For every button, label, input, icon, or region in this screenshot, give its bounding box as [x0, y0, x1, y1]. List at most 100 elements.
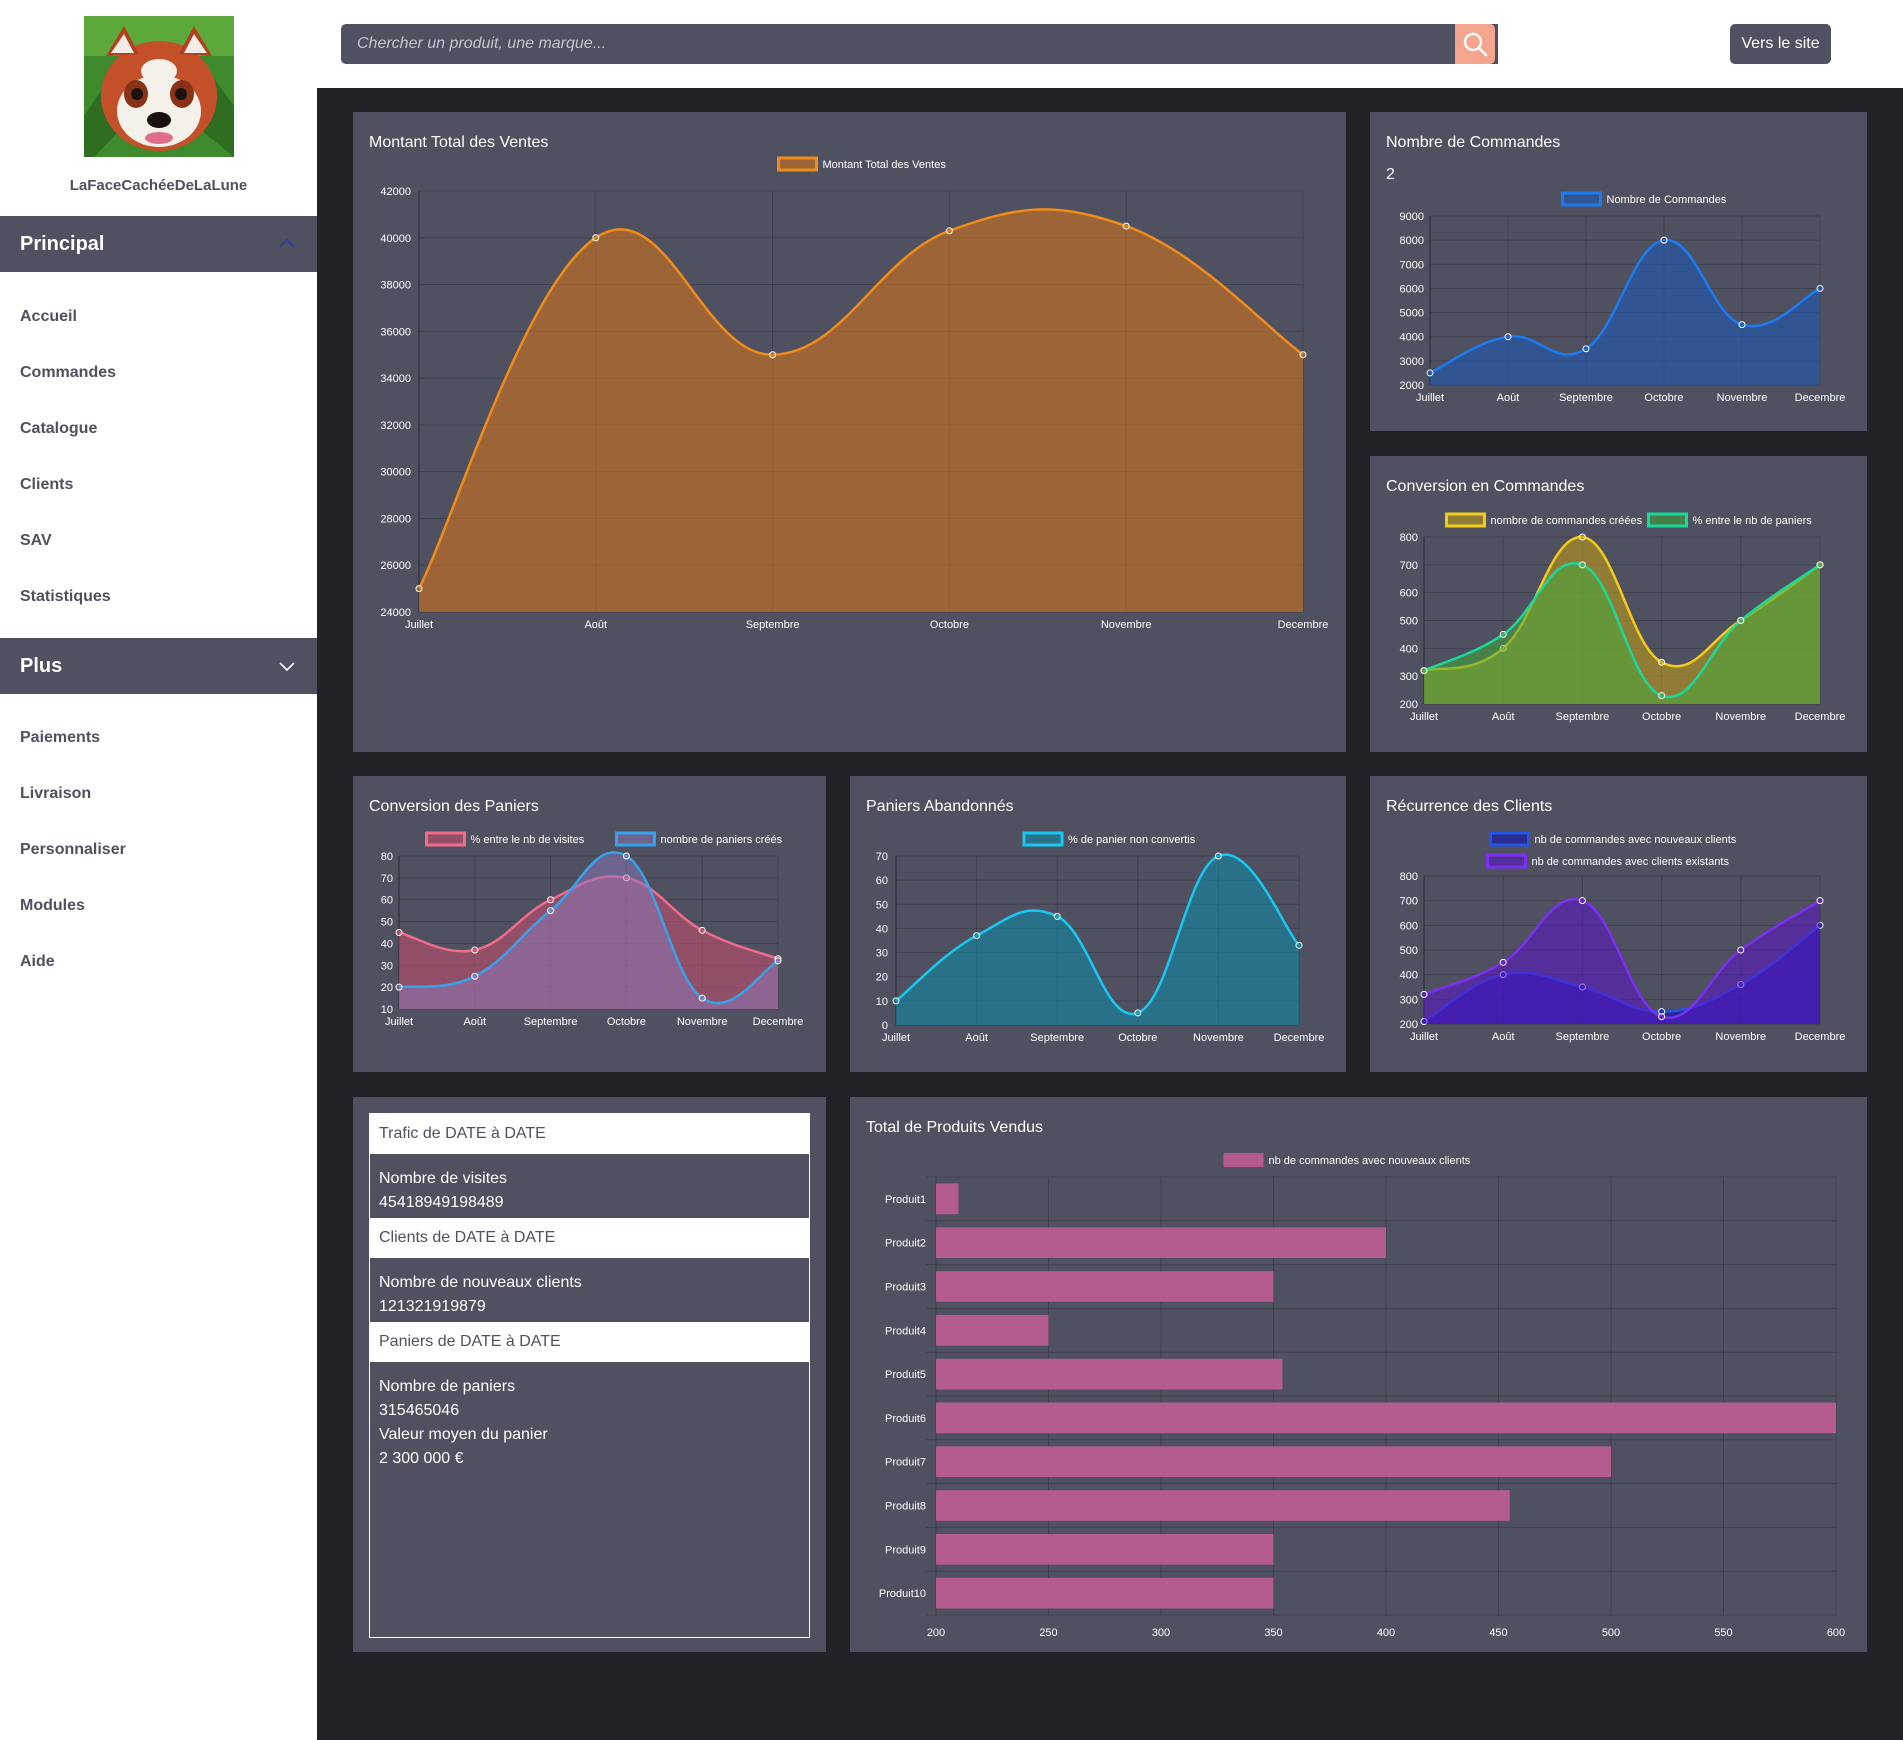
y-tick-label: 34000 — [380, 373, 411, 385]
x-tick-label: Decembre — [1795, 1031, 1846, 1043]
x-tick-label: Decembre — [1795, 711, 1846, 723]
y-tick-label: Produit2 — [885, 1238, 926, 1250]
sidebar-item-accueil[interactable]: Accueil — [20, 308, 77, 325]
data-point — [471, 972, 479, 980]
y-tick-label: 5000 — [1400, 308, 1424, 320]
bar — [936, 1577, 1274, 1609]
data-point — [1738, 321, 1746, 329]
y-tick-label: 700 — [1400, 560, 1418, 572]
y-tick-label: 28000 — [380, 513, 411, 525]
sidebar-item-clients[interactable]: Clients — [20, 476, 74, 493]
stats-clients-head: Clients de DATE à DATE — [370, 1218, 809, 1258]
data-point — [622, 852, 630, 860]
x-tick-label: Octobre — [1644, 392, 1683, 404]
y-tick-label: 50 — [381, 917, 393, 929]
legend-swatch — [777, 156, 818, 172]
x-tick-label: Octobre — [930, 619, 969, 631]
card-ventes-title: Montant Total des Ventes — [369, 134, 549, 151]
sidebar-item-sav[interactable]: SAV — [20, 532, 52, 549]
card-recurrence-title: Récurrence des Clients — [1386, 798, 1553, 815]
data-point — [1499, 958, 1507, 966]
card-produits: Total de Produits Vendus 200 250 300 350 400… — [850, 1097, 1867, 1652]
y-tick-label: 60 — [381, 895, 393, 907]
x-tick-label: Novembre — [1101, 619, 1152, 631]
x-tick-label: Octobre — [607, 1016, 646, 1028]
data-point — [395, 929, 403, 936]
x-tick-label: Novembre — [1715, 1031, 1766, 1043]
chart-commandes: 2000 3000 4000 5000 6000 7000 8000 9000 Juillet A… — [1400, 191, 1846, 404]
y-tick-label: 0 — [882, 1020, 888, 1032]
y-tick-label: 9000 — [1400, 211, 1424, 223]
x-tick-label: Juillet — [385, 1016, 413, 1028]
legend-label: % entre le nb de visites — [471, 834, 585, 846]
legend-label: nb de commandes avec clients existants — [1532, 856, 1730, 868]
x-tick-label: Octobre — [1642, 711, 1681, 723]
y-tick-label: 300 — [1400, 671, 1418, 683]
y-tick-label: Produit8 — [885, 1501, 926, 1513]
y-tick-label: 40 — [876, 923, 888, 935]
bar — [936, 1183, 959, 1215]
data-point — [1499, 630, 1507, 638]
sidebar-item-paiements[interactable]: Paiements — [20, 729, 101, 746]
search-button[interactable] — [1455, 24, 1495, 64]
bar — [936, 1314, 1049, 1346]
avatar[interactable] — [84, 16, 234, 157]
y-tick-label: 3000 — [1400, 356, 1424, 368]
x-tick-label: Juillet — [1410, 711, 1438, 723]
x-tick-label: 350 — [1264, 1627, 1282, 1639]
y-tick-label: 40 — [381, 938, 393, 950]
x-tick-label: Decembre — [753, 1016, 804, 1028]
legend-label: nombre de paniers créés — [661, 834, 783, 846]
legend-swatch — [1223, 1153, 1264, 1167]
stats-paniers-head: Paniers de DATE à DATE — [370, 1322, 809, 1362]
sidebar-item-livraison[interactable]: Livraison — [20, 785, 92, 802]
section-principal[interactable]: Principal — [0, 216, 317, 272]
y-tick-label: 40000 — [380, 233, 411, 245]
x-tick-label: 250 — [1039, 1627, 1057, 1639]
sidebar-item-modules[interactable]: Modules — [20, 897, 85, 914]
y-tick-label: 8000 — [1400, 235, 1424, 247]
legend-label: nb de commandes avec nouveaux clients — [1269, 1155, 1471, 1167]
y-tick-label: 60 — [876, 875, 888, 887]
sidebar-item-statistiques[interactable]: Statistiques — [20, 588, 111, 605]
site-button[interactable]: Vers le site — [1730, 24, 1831, 64]
stats-visites-value: 45418949198489 — [379, 1194, 504, 1211]
data-point — [769, 351, 777, 359]
series-area — [419, 209, 1303, 612]
y-tick-label: 36000 — [380, 326, 411, 338]
sidebar: LaFaceCachéeDeLaLune Principal Accueil C… — [0, 0, 317, 1740]
y-tick-label: 600 — [1400, 588, 1418, 600]
y-tick-label: 6000 — [1400, 283, 1424, 295]
x-tick-label: Août — [1492, 711, 1515, 723]
stats-paniers-value: 315465046 — [379, 1402, 460, 1419]
y-tick-label: Produit1 — [885, 1194, 926, 1206]
data-point — [1214, 852, 1222, 860]
sidebar-item-catalogue[interactable]: Catalogue — [20, 420, 98, 437]
bar — [936, 1446, 1611, 1478]
y-tick-label: 800 — [1400, 532, 1418, 544]
y-tick-label: 600 — [1400, 920, 1418, 932]
card-conversion-commandes: Conversion en Commandes 200 300 400 500 600 7… — [1370, 456, 1867, 752]
y-tick-label: Produit3 — [885, 1282, 926, 1294]
bar — [936, 1490, 1510, 1521]
search-input[interactable] — [341, 24, 1498, 64]
x-tick-label: Decembre — [1795, 392, 1846, 404]
sidebar-item-commandes[interactable]: Commandes — [20, 364, 117, 381]
sidebar-item-personnaliser[interactable]: Personnaliser — [20, 841, 126, 858]
x-tick-label: Août — [584, 619, 607, 631]
data-point — [1578, 897, 1586, 905]
bar — [936, 1402, 1836, 1434]
y-tick-label: 200 — [1400, 1019, 1418, 1031]
x-tick-label: Novembre — [1193, 1032, 1244, 1044]
legend-swatch — [425, 831, 466, 847]
y-tick-label: 70 — [381, 873, 393, 885]
section-plus[interactable]: Plus — [0, 638, 317, 694]
x-tick-label: Septembre — [1030, 1032, 1084, 1044]
data-point — [547, 896, 555, 904]
sidebar-item-aide[interactable]: Aide — [20, 953, 55, 970]
x-tick-label: 600 — [1827, 1627, 1845, 1639]
y-tick-label: 500 — [1400, 945, 1418, 957]
y-tick-label: 7000 — [1400, 259, 1424, 271]
x-tick-label: Août — [1492, 1031, 1515, 1043]
y-tick-label: Produit4 — [885, 1325, 926, 1337]
